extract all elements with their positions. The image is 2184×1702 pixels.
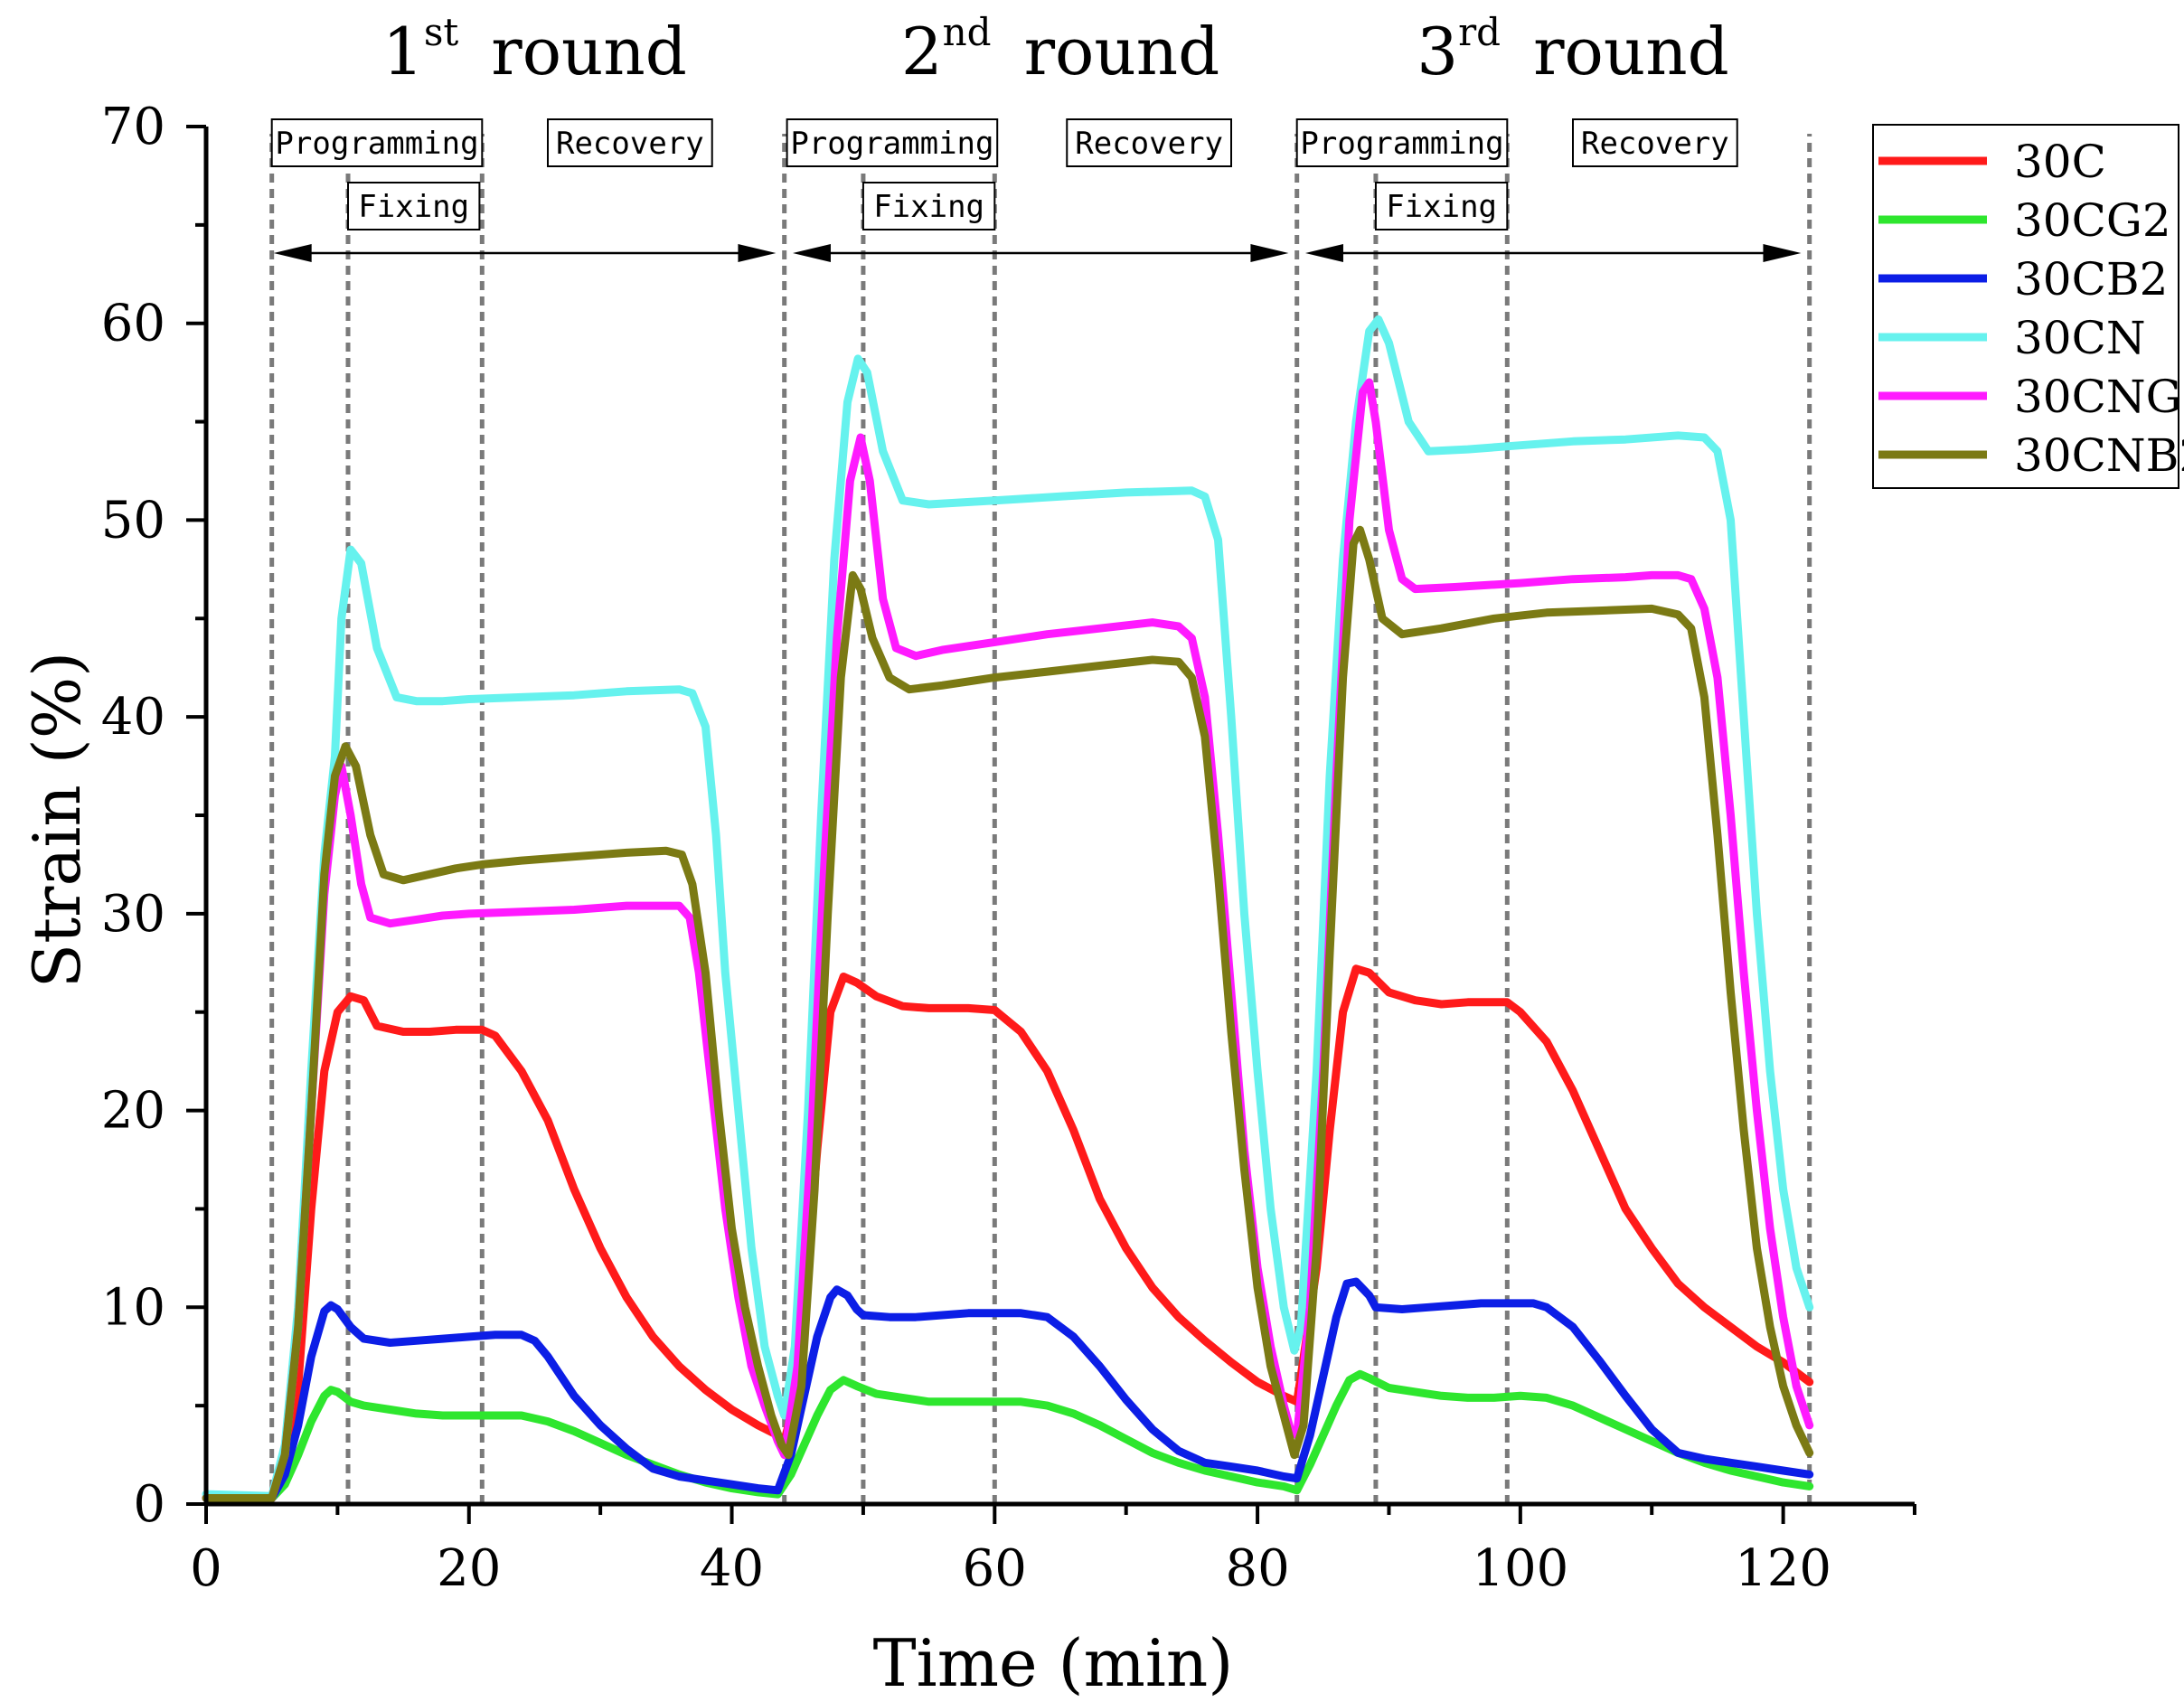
round-span-arrows bbox=[273, 244, 1802, 262]
y-axis-ticks: 0 10 20 30 40 50 60 70 bbox=[101, 98, 206, 1534]
round-title: 2nd round bbox=[901, 10, 1219, 89]
phase-label-text: Recovery bbox=[1581, 126, 1729, 162]
round-word: round bbox=[1024, 14, 1220, 89]
legend-label: 30CN bbox=[2014, 312, 2146, 364]
phase-label-text: Fixing bbox=[358, 189, 469, 225]
round-title: 3rd round bbox=[1417, 10, 1728, 89]
x-tick-label: 80 bbox=[1225, 1539, 1289, 1598]
phase-label-box bbox=[347, 182, 481, 230]
x-axis-title: Time (min) bbox=[873, 1625, 1234, 1701]
phase-label-box bbox=[547, 118, 713, 167]
axes bbox=[203, 127, 1915, 1507]
legend-label: 30C bbox=[2014, 136, 2106, 188]
x-axis-ticks: 0 20 40 60 80 100 120 bbox=[190, 1504, 1916, 1598]
phase-label-text: Programming bbox=[275, 126, 478, 162]
phase-label-box bbox=[1572, 118, 1738, 167]
x-tick-label: 20 bbox=[437, 1539, 501, 1598]
y-tick-label: 70 bbox=[101, 98, 165, 156]
round-titles: 1st round 2nd round 3rd round bbox=[382, 10, 1729, 89]
legend-label: 30CB2 bbox=[2014, 253, 2168, 306]
series-30c-line bbox=[202, 964, 1814, 1502]
phase-label-text: Recovery bbox=[1075, 126, 1223, 162]
arrow-head-left bbox=[1304, 244, 1343, 262]
phase-label-box bbox=[1066, 118, 1233, 167]
y-tick-label: 60 bbox=[101, 295, 165, 353]
round-word: round bbox=[1533, 14, 1729, 89]
series-30cng2-line bbox=[202, 378, 1814, 1502]
arrow-head-right bbox=[738, 244, 777, 262]
phase-divider-lines bbox=[269, 134, 1812, 1504]
legend-label: 30CNB2 bbox=[2014, 429, 2184, 482]
phase-label-text: Fixing bbox=[1386, 189, 1497, 225]
phase-label-box bbox=[1295, 118, 1509, 167]
phase-labels: Programming Recovery Fixing Programming Reco… bbox=[270, 118, 1738, 230]
y-axis-title: Strain (%) bbox=[19, 652, 95, 988]
round-number: 1 bbox=[382, 14, 424, 89]
y-tick-label: 0 bbox=[133, 1475, 165, 1534]
series-30cnb2-line bbox=[202, 525, 1814, 1502]
arrow-head-right bbox=[1763, 244, 1802, 262]
phase-label-box bbox=[786, 118, 999, 167]
arrow-head-left bbox=[792, 244, 831, 262]
series-30cg2-line bbox=[202, 1369, 1814, 1502]
y-tick-label: 50 bbox=[101, 491, 165, 550]
round-number: 3 bbox=[1417, 14, 1458, 89]
x-tick-label: 0 bbox=[190, 1539, 222, 1598]
y-tick-label: 30 bbox=[101, 885, 165, 944]
phase-label-box bbox=[270, 118, 484, 167]
x-tick-label: 60 bbox=[963, 1539, 1027, 1598]
arrow-head-left bbox=[273, 244, 312, 262]
y-tick-label: 40 bbox=[101, 688, 165, 747]
phase-label-box bbox=[861, 182, 996, 230]
data-series bbox=[202, 315, 1814, 1502]
y-tick-label: 10 bbox=[101, 1278, 165, 1337]
y-tick-label: 20 bbox=[101, 1082, 165, 1141]
round-title: 1st round bbox=[382, 10, 687, 89]
phase-label-text: Fixing bbox=[873, 189, 984, 225]
legend-label: 30CG2 bbox=[2014, 194, 2171, 247]
phase-label-text: Recovery bbox=[556, 126, 704, 162]
phase-label-text: Programming bbox=[790, 126, 993, 162]
phase-label-box bbox=[1374, 182, 1509, 230]
round-ordinal-suffix: nd bbox=[943, 10, 992, 54]
series-30cb2-line bbox=[202, 1277, 1814, 1502]
arrow-head-right bbox=[1250, 244, 1289, 262]
round-word: round bbox=[491, 14, 687, 89]
x-tick-label: 100 bbox=[1472, 1539, 1568, 1598]
series-30cn-line bbox=[202, 315, 1814, 1500]
legend-box bbox=[1872, 124, 2179, 489]
round-ordinal-suffix: st bbox=[424, 10, 459, 54]
round-ordinal-suffix: rd bbox=[1458, 10, 1501, 54]
round-number: 2 bbox=[901, 14, 943, 89]
legend-label: 30CNG2 bbox=[2014, 371, 2184, 423]
legend: 30C 30CG2 30CB2 30CN 30CNG2 30CNB2 bbox=[1872, 124, 2184, 489]
x-tick-label: 120 bbox=[1735, 1539, 1831, 1598]
x-tick-label: 40 bbox=[700, 1539, 764, 1598]
phase-label-text: Programming bbox=[1300, 126, 1503, 162]
